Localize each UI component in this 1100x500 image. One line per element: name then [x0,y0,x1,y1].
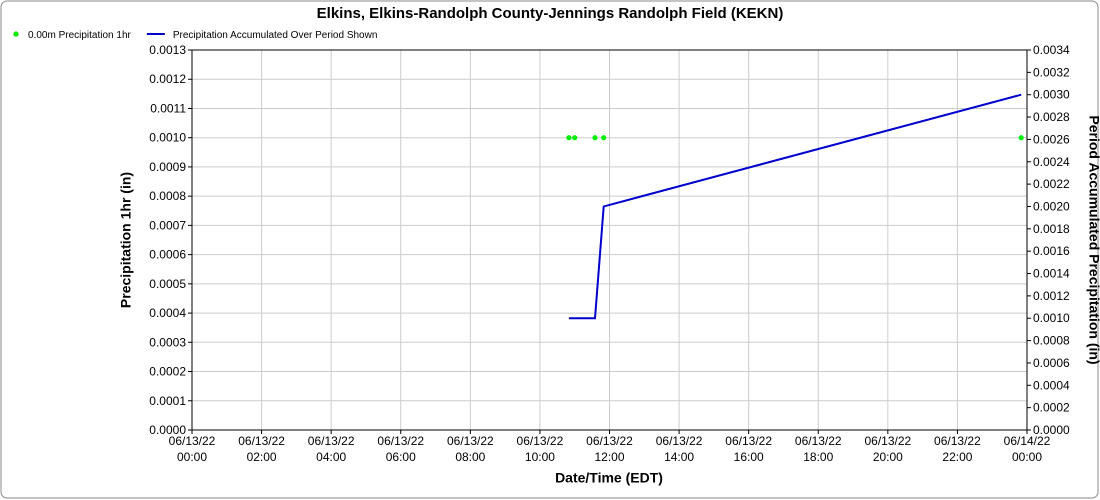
y2-tick-label: 0.0022 [1033,177,1070,191]
y-tick-label: 0.0009 [149,160,186,174]
y-tick-label: 0.0004 [149,306,186,320]
x-tick-label: 06/13/22 04:00 [308,434,355,464]
y2-tick-label: 0.0000 [1033,423,1070,437]
y-tick-label: 0.0013 [149,43,186,57]
y2-tick-label: 0.0030 [1033,88,1070,102]
x-tick-label: 06/13/22 20:00 [864,434,911,464]
data-point [566,135,572,141]
plot-border [191,49,1028,431]
y-tick-label: 0.0006 [149,248,186,262]
data-point [601,135,607,141]
y2-tick-label: 0.0002 [1033,401,1070,415]
y2-tick-label: 0.0028 [1033,110,1070,124]
data-point [592,135,598,141]
y-tick-label: 0.0003 [149,335,186,349]
y2-tick-label: 0.0014 [1033,267,1070,281]
y-tick-label: 0.0008 [149,189,186,203]
y-axis-label: Precipitation 1hr (in) [118,172,134,308]
data-point [1018,135,1024,141]
x-tick-label: 06/13/22 02:00 [238,434,285,464]
x-tick-label: 06/13/22 00:00 [169,434,216,464]
y-tick-label: 0.0000 [149,423,186,437]
y2-tick-label: 0.0004 [1033,378,1070,392]
x-tick-label: 06/13/22 10:00 [517,434,564,464]
legend-label: 0.00m Precipitation 1hr [28,30,132,41]
legend-marker [13,31,19,37]
y2-tick-label: 0.0006 [1033,356,1070,370]
y2-tick-label: 0.0016 [1033,244,1070,258]
y-tick-label: 0.0011 [150,101,186,115]
y2-tick-label: 0.0008 [1033,334,1070,348]
y-tick-label: 0.0001 [149,394,186,408]
y2-tick-label: 0.0012 [1033,289,1070,303]
x-tick-label: 06/14/22 00:00 [1004,434,1051,464]
x-tick-label: 06/13/22 22:00 [934,434,981,464]
y-tick-label: 0.0007 [149,218,186,232]
y2-tick-label: 0.0026 [1033,132,1070,146]
x-axis-label: Date/Time (EDT) [555,470,663,486]
data-line [568,93,1022,320]
x-tick-label: 06/13/22 08:00 [447,434,494,464]
y2-tick-label: 0.0020 [1033,199,1070,213]
y-tick-label: 0.0002 [149,365,186,379]
y2-tick-label: 0.0010 [1033,311,1070,325]
y2-tick-label: 0.0024 [1033,155,1070,169]
x-tick-label: 06/13/22 16:00 [725,434,772,464]
x-tick-label: 06/13/22 18:00 [795,434,842,464]
x-tick-label: 06/13/22 12:00 [586,434,633,464]
y2-tick-label: 0.0034 [1033,43,1070,57]
y2-axis-label: Period Accumulated Precipitation (in) [1086,115,1100,364]
x-tick-label: 06/13/22 06:00 [377,434,424,464]
y2-tick-label: 0.0018 [1033,222,1070,236]
y-tick-label: 0.0010 [149,131,186,145]
y2-tick-label: 0.0032 [1033,65,1070,79]
data-point [572,135,578,141]
legend-label: Precipitation Accumulated Over Period Sh… [173,30,378,41]
x-tick-label: 06/13/22 14:00 [656,434,703,464]
chart-title: Elkins, Elkins-Randolph County-Jennings … [317,5,784,22]
y-tick-label: 0.0012 [149,72,186,86]
y-tick-label: 0.0005 [149,277,186,291]
